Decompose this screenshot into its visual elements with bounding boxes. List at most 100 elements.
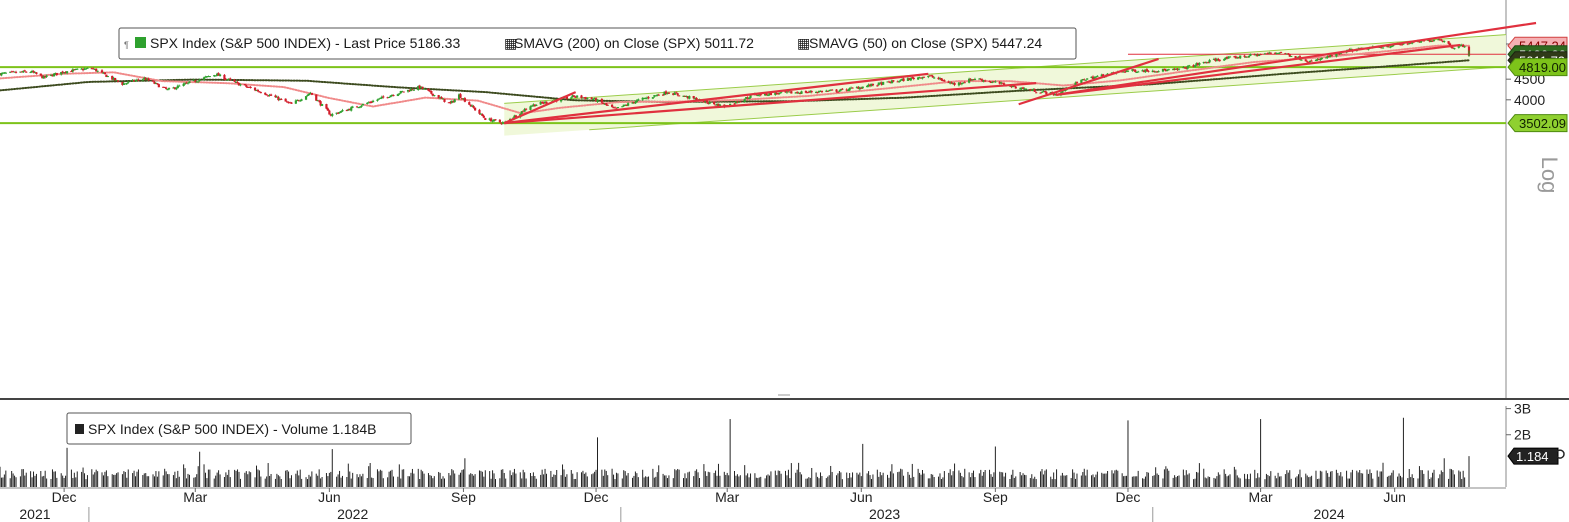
candle	[815, 90, 818, 94]
candle	[1443, 40, 1446, 43]
candle-body	[463, 98, 466, 102]
candle	[141, 78, 144, 82]
candle-body	[717, 103, 720, 107]
candle	[635, 99, 638, 103]
candle	[766, 94, 770, 97]
candle	[358, 106, 362, 109]
candle	[947, 80, 950, 84]
candle-body	[1054, 94, 1057, 96]
candle	[1023, 87, 1026, 90]
candle-body	[95, 68, 98, 72]
candle-body	[482, 115, 485, 118]
candle-body	[402, 91, 405, 93]
candle	[29, 71, 32, 74]
candle-body	[1247, 56, 1251, 58]
candle	[1173, 67, 1176, 71]
legend-sma200-label: SMAVG (200) on Close (SPX) 5011.72	[514, 35, 754, 51]
candle-body	[1207, 62, 1210, 64]
candle	[430, 90, 433, 95]
candle	[1208, 58, 1211, 64]
candle-body	[460, 98, 464, 100]
candle-body	[988, 81, 991, 83]
candle-body	[583, 97, 586, 99]
candle-body	[246, 86, 249, 88]
candle-body	[777, 93, 780, 95]
candle	[952, 82, 955, 85]
candle-body	[96, 70, 99, 72]
candle-body	[406, 89, 410, 92]
candle	[1438, 38, 1441, 41]
candle	[743, 98, 746, 103]
candle-body	[570, 97, 573, 99]
candle-body	[787, 91, 790, 93]
candle-body	[1263, 53, 1267, 55]
candle	[176, 84, 179, 89]
candle-body	[204, 76, 207, 78]
candle-body	[584, 97, 587, 100]
candle	[310, 92, 313, 96]
legend-sma50-label: SMAVG (50) on Close (SPX) 5447.24	[809, 35, 1042, 51]
trendline-5	[1056, 43, 1461, 96]
candle-body	[994, 81, 997, 83]
candle-body	[1314, 60, 1318, 62]
candle-body	[737, 101, 740, 103]
candle-body	[1217, 58, 1220, 61]
candle	[143, 76, 146, 80]
candle	[1228, 55, 1232, 58]
candle-body	[909, 77, 912, 81]
candle	[796, 91, 799, 94]
candle-body	[513, 115, 516, 119]
candle-body	[806, 92, 809, 94]
candle	[841, 88, 844, 91]
month-label: Jun	[318, 489, 341, 505]
candle	[106, 75, 109, 78]
candle	[1207, 61, 1210, 64]
candle	[326, 107, 330, 111]
candle	[246, 86, 249, 88]
candle-body	[857, 87, 860, 89]
candle	[957, 82, 961, 87]
candle-body	[213, 75, 216, 77]
candle-body	[1319, 58, 1322, 61]
candle-body	[539, 101, 542, 105]
candle	[84, 67, 88, 70]
candle-body	[248, 86, 251, 88]
candle-body	[186, 82, 190, 84]
candle-body	[545, 101, 548, 104]
candle-body	[685, 95, 688, 97]
candle-body	[807, 91, 810, 93]
candle	[197, 81, 200, 83]
candle	[1314, 59, 1318, 62]
candle-body	[1122, 71, 1125, 73]
volume-y-tick-label: 2B	[1514, 427, 1531, 443]
candle	[882, 81, 885, 85]
candle	[845, 88, 848, 92]
candle-body	[979, 78, 982, 80]
candle	[627, 102, 630, 107]
candle	[70, 69, 73, 73]
candle-body	[135, 79, 139, 81]
candle-body	[952, 83, 955, 85]
candle-body	[705, 100, 708, 103]
candle	[102, 71, 105, 74]
candle	[683, 95, 687, 98]
candle	[756, 94, 759, 97]
candle-body	[300, 99, 303, 101]
candle	[147, 77, 150, 82]
candle	[968, 77, 971, 84]
candle	[876, 84, 879, 87]
candle	[112, 77, 115, 81]
candle-body	[156, 83, 159, 85]
candle	[331, 112, 334, 118]
candle-body	[707, 103, 710, 105]
candle-body	[632, 102, 636, 104]
candle	[482, 114, 485, 119]
candle-body	[3, 72, 6, 74]
candle-body	[350, 107, 353, 111]
candle-body	[612, 107, 615, 109]
candle	[1154, 71, 1157, 73]
candle	[809, 90, 812, 94]
candle-body	[217, 73, 220, 76]
candle-body	[708, 101, 711, 104]
candle	[338, 111, 341, 114]
